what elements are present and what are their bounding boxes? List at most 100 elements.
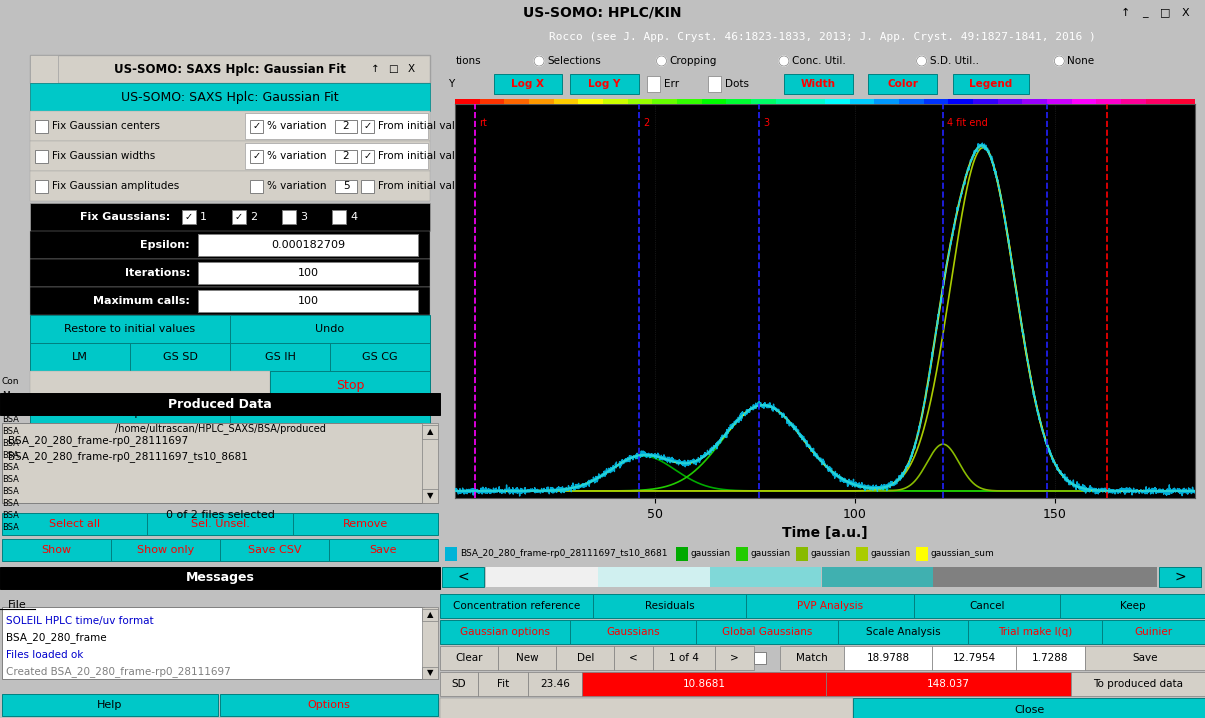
Text: Fix Gaussian centers: Fix Gaussian centers xyxy=(52,121,160,131)
Bar xyxy=(1084,646,1205,670)
Bar xyxy=(1101,620,1205,644)
Bar xyxy=(850,99,875,104)
Text: BSA_20_280_frame-rp0_28111697: BSA_20_280_frame-rp0_28111697 xyxy=(8,436,188,447)
Bar xyxy=(221,539,329,561)
Text: /home/ultrascan/HPLC_SAXS/BSA/produced: /home/ultrascan/HPLC_SAXS/BSA/produced xyxy=(114,424,325,434)
Text: Cropping: Cropping xyxy=(670,56,717,66)
Text: To produced data: To produced data xyxy=(1093,679,1183,689)
Text: Trial make I(q): Trial make I(q) xyxy=(998,627,1072,637)
Text: 3: 3 xyxy=(300,212,307,222)
Bar xyxy=(362,149,374,162)
Bar xyxy=(825,99,850,104)
Text: _: _ xyxy=(1142,7,1148,17)
Text: Selections: Selections xyxy=(547,56,601,66)
Text: None: None xyxy=(1068,56,1094,66)
Bar xyxy=(198,234,418,256)
Text: Keep: Keep xyxy=(1119,601,1145,611)
Text: ↑: ↑ xyxy=(1121,7,1130,17)
Text: Fix Gaussian amplitudes: Fix Gaussian amplitudes xyxy=(52,181,180,191)
Text: ▼: ▼ xyxy=(427,492,434,500)
Bar xyxy=(968,620,1101,644)
Bar xyxy=(1097,99,1121,104)
Bar xyxy=(952,75,1029,93)
Bar xyxy=(362,180,374,192)
Bar xyxy=(746,594,915,618)
Bar xyxy=(578,99,602,104)
Bar xyxy=(445,547,457,561)
Text: PVP Analysis: PVP Analysis xyxy=(797,601,863,611)
Bar xyxy=(35,180,48,192)
Text: Gaussian options: Gaussian options xyxy=(460,627,549,637)
Bar xyxy=(245,143,428,169)
Circle shape xyxy=(778,56,789,66)
Text: gaussian: gaussian xyxy=(751,549,790,559)
Text: Show: Show xyxy=(41,545,71,555)
Bar xyxy=(2,607,424,679)
Bar xyxy=(837,620,968,644)
Text: Select all: Select all xyxy=(49,519,100,529)
Bar xyxy=(494,75,563,93)
Bar xyxy=(653,646,716,670)
Circle shape xyxy=(534,56,545,66)
Bar xyxy=(735,547,747,561)
Bar xyxy=(676,547,688,561)
Text: US-SOMO: SAXS Hplc: Gaussian Fit: US-SOMO: SAXS Hplc: Gaussian Fit xyxy=(114,62,346,75)
Bar xyxy=(333,210,346,224)
Text: ✓: ✓ xyxy=(252,121,260,131)
Text: 1: 1 xyxy=(200,212,207,222)
Bar xyxy=(753,652,765,664)
Text: 4 fit end: 4 fit end xyxy=(947,118,988,128)
Bar xyxy=(30,203,430,231)
Text: Gaussians: Gaussians xyxy=(606,627,660,637)
Text: 1 of 4: 1 of 4 xyxy=(669,653,699,663)
Bar xyxy=(422,489,437,503)
Bar xyxy=(422,423,437,503)
Bar xyxy=(915,594,1059,618)
Text: LM: LM xyxy=(72,352,88,362)
Bar xyxy=(647,75,660,93)
Text: □: □ xyxy=(1159,7,1170,17)
Bar xyxy=(2,513,147,535)
Bar xyxy=(1146,99,1170,104)
Bar xyxy=(924,99,948,104)
Bar xyxy=(1170,99,1195,104)
Text: Log Y: Log Y xyxy=(588,79,621,89)
Text: ✓: ✓ xyxy=(184,212,193,222)
Bar xyxy=(182,210,196,224)
Text: SD: SD xyxy=(452,679,466,689)
Text: Log X: Log X xyxy=(511,79,545,89)
Text: 10.8681: 10.8681 xyxy=(682,679,725,689)
Text: Stop: Stop xyxy=(336,378,364,391)
Text: From initial value: From initial value xyxy=(378,151,468,161)
Bar xyxy=(30,259,430,287)
Text: ✓: ✓ xyxy=(235,212,243,222)
Text: Fix Gaussians:: Fix Gaussians: xyxy=(80,212,170,222)
Text: US-SOMO: SAXS Hplc: Gaussian Fit: US-SOMO: SAXS Hplc: Gaussian Fit xyxy=(122,90,339,103)
Text: GS SD: GS SD xyxy=(163,352,198,362)
Bar xyxy=(198,290,418,312)
Bar xyxy=(249,119,263,133)
Bar xyxy=(486,567,598,587)
Bar xyxy=(230,343,330,371)
Text: 23.46: 23.46 xyxy=(540,679,570,689)
Bar xyxy=(696,620,837,644)
Text: 2: 2 xyxy=(643,118,649,128)
Bar xyxy=(784,75,853,93)
Text: 2: 2 xyxy=(249,212,257,222)
Bar xyxy=(998,99,1022,104)
Text: Match: Match xyxy=(797,653,828,663)
Text: <: < xyxy=(457,570,469,584)
Text: gaussian: gaussian xyxy=(870,549,911,559)
Bar xyxy=(30,55,430,83)
Text: gaussian_sum: gaussian_sum xyxy=(930,549,994,559)
Text: Conc. Util.: Conc. Util. xyxy=(792,56,846,66)
Text: 100: 100 xyxy=(298,268,318,278)
Bar xyxy=(615,646,653,670)
Bar xyxy=(335,180,357,192)
Text: Restore to initial values: Restore to initial values xyxy=(64,324,195,334)
Bar xyxy=(582,672,827,696)
Text: From initial value: From initial value xyxy=(378,121,468,131)
Text: US-SOMO: HPLC/KIN: US-SOMO: HPLC/KIN xyxy=(523,6,682,19)
Text: rt: rt xyxy=(480,118,487,128)
Bar xyxy=(233,210,246,224)
